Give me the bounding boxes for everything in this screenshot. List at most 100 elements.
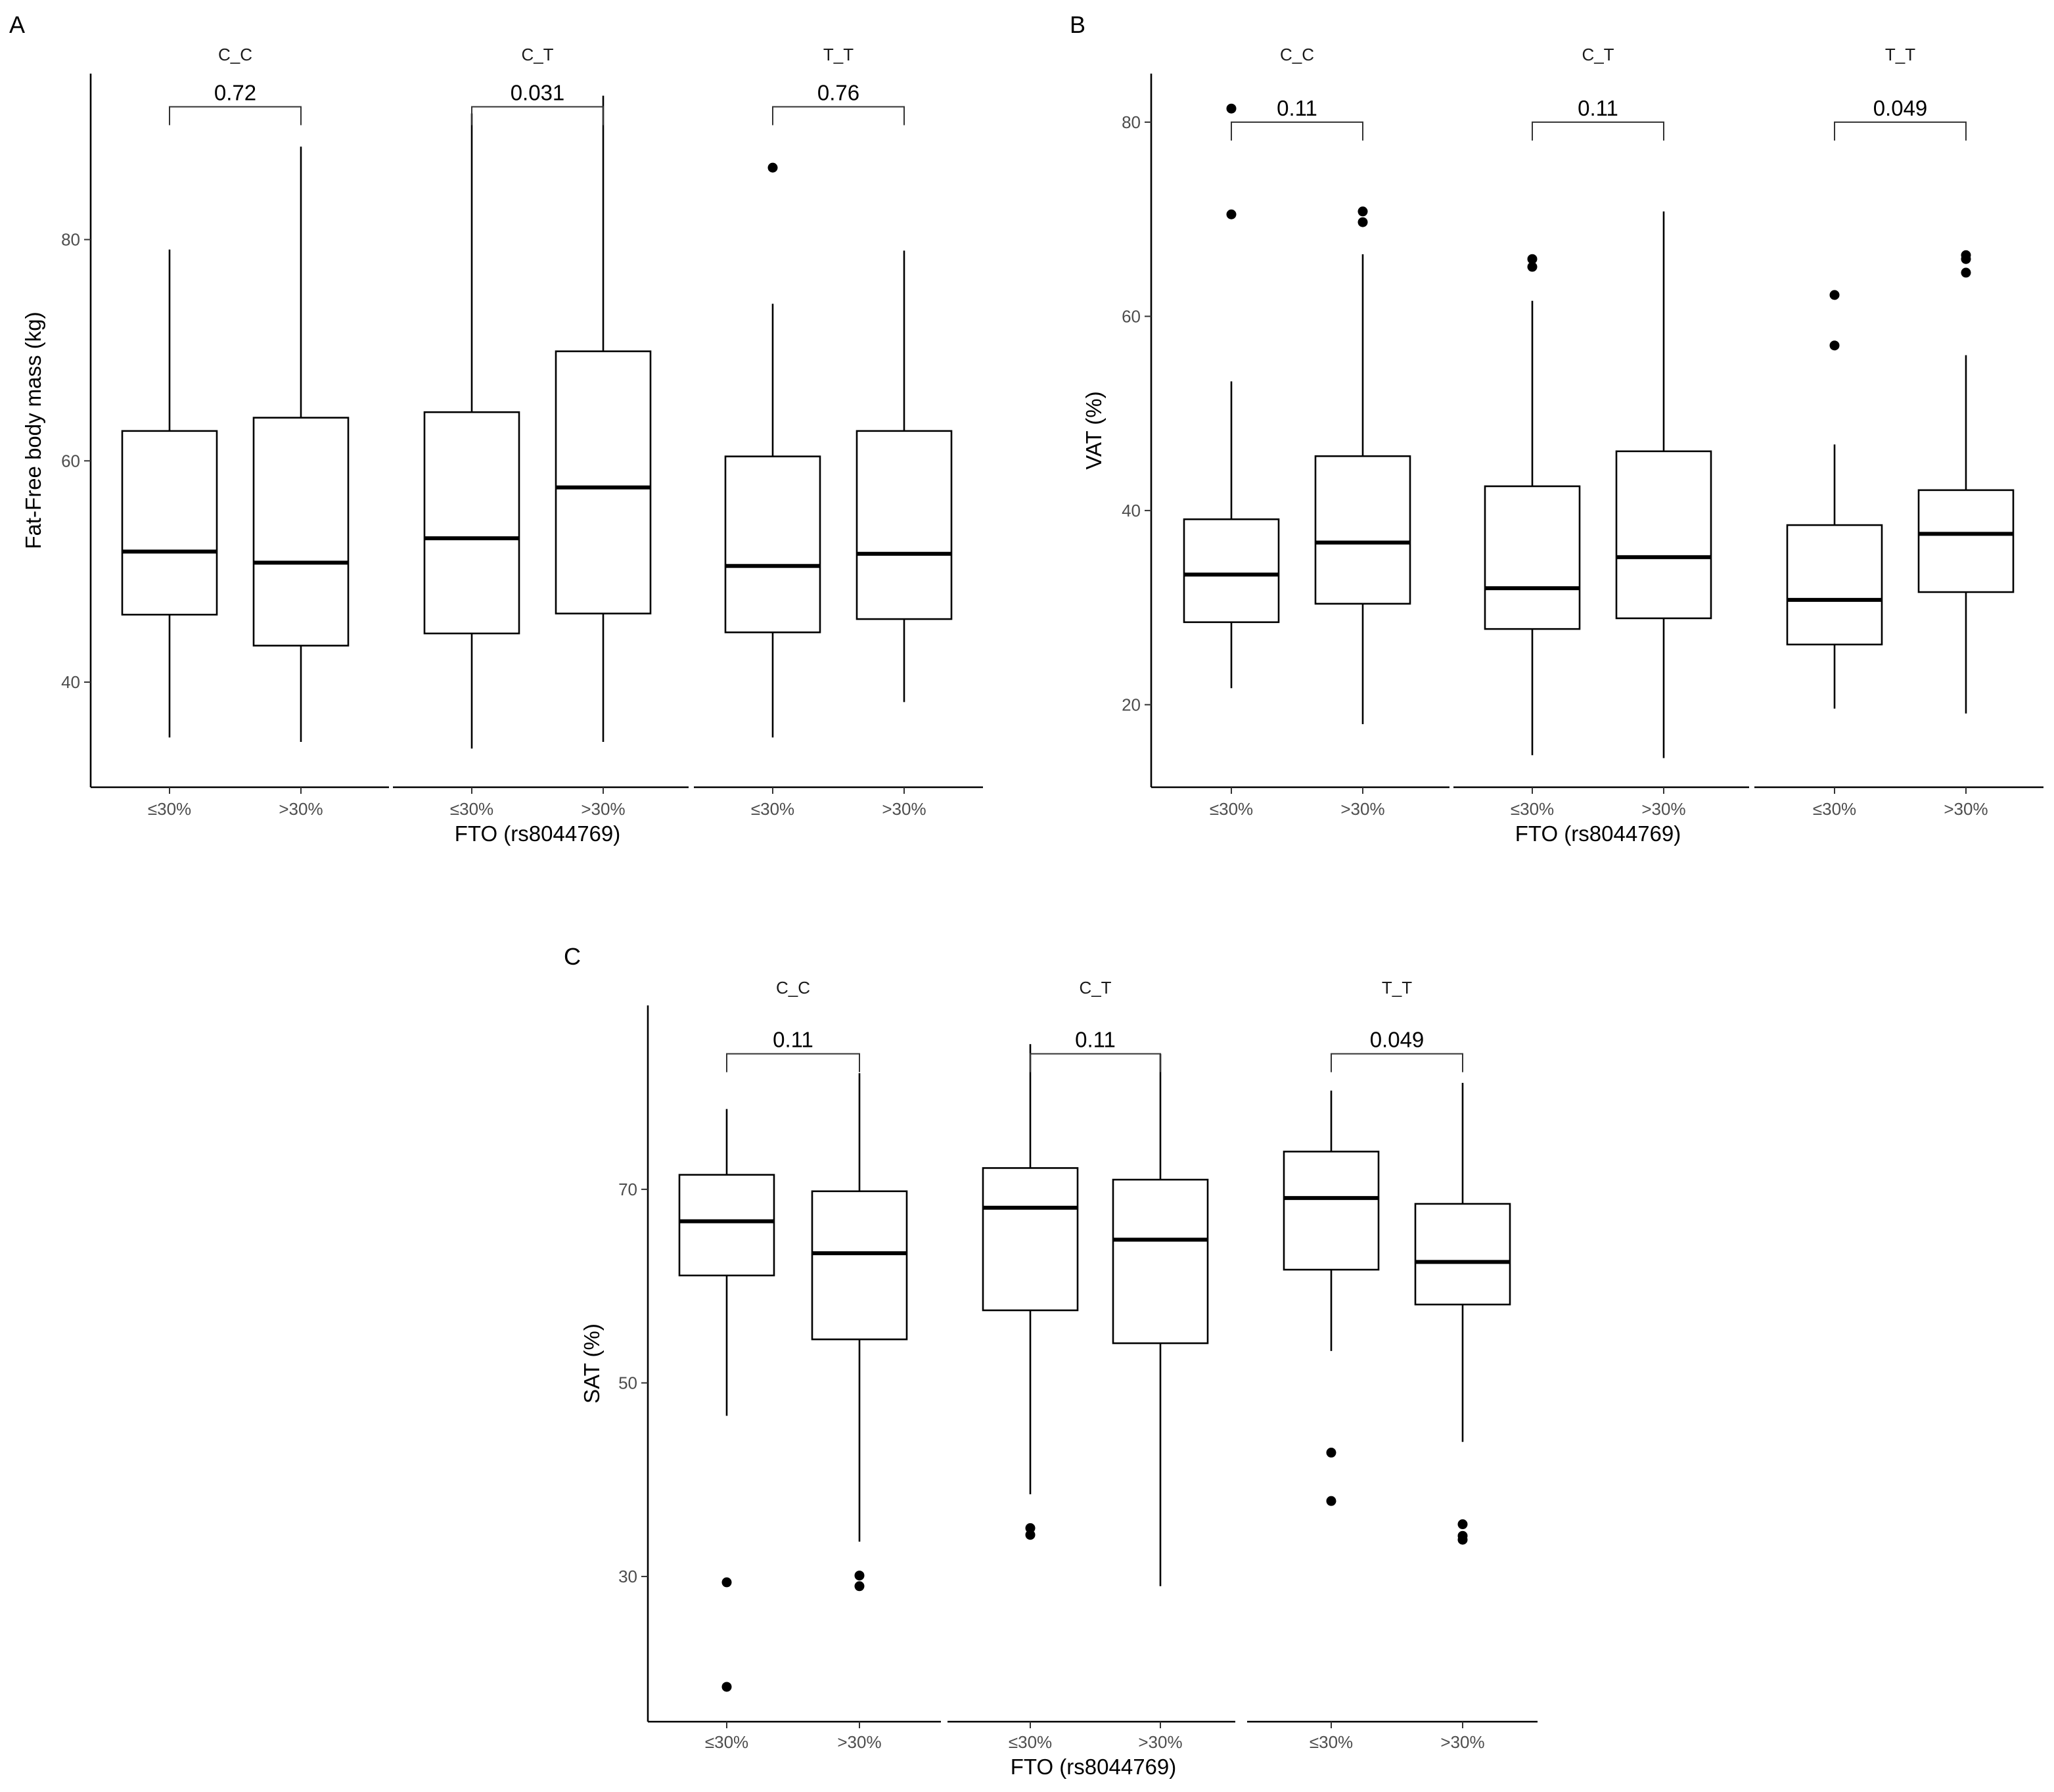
significance-bracket: [726, 1053, 860, 1072]
facet-strip-label: C_C: [218, 45, 252, 64]
p-value-label: 0.049: [1370, 1028, 1425, 1052]
y-axis-title: SAT (%): [580, 1323, 604, 1404]
facet-strip-label: C_C: [776, 978, 810, 998]
outlier-point: [1457, 1519, 1468, 1530]
facet-strip-label: T_T: [1382, 978, 1412, 998]
facet-c-c: C_C ≤30% >30% 0.72: [91, 45, 389, 819]
significance-bracket: [772, 106, 905, 126]
panel-letter: C: [564, 943, 581, 970]
facet-c-t: C_T ≤30% >30% 0.11: [1453, 45, 1749, 819]
outlier-point: [1961, 267, 1971, 278]
x-tick-label: >30%: [1641, 799, 1685, 819]
y-tick-label: 60: [61, 451, 80, 471]
boxplot-le30: [982, 1044, 1079, 1540]
x-axis-title: FTO (rs8044769): [455, 821, 621, 846]
boxplot-gt30: [811, 1073, 908, 1592]
facet-t-t: T_T ≤30% >30% 0.049: [1754, 45, 2043, 819]
iqr-box: [678, 1174, 775, 1277]
significance-bracket: [1030, 1053, 1161, 1072]
outlier-point: [1358, 206, 1368, 217]
outlier-point: [1457, 1534, 1468, 1545]
outlier-point: [1829, 340, 1840, 351]
y-tick-label: 20: [1122, 695, 1141, 714]
significance-bracket: [169, 106, 302, 126]
outlier-point: [1961, 250, 1971, 260]
iqr-box: [1183, 518, 1280, 624]
outlier-point: [1025, 1523, 1036, 1533]
facet-t-t: T_T ≤30% >30% 0.76: [694, 45, 983, 819]
y-tick-label: 30: [618, 1567, 637, 1586]
y-tick-label: 80: [61, 230, 80, 250]
facet-strip-label: C_T: [1582, 45, 1614, 64]
y-tick-label: 60: [1122, 306, 1141, 326]
outlier-point: [1527, 254, 1538, 264]
outlier-point: [1326, 1496, 1336, 1506]
x-tick-label: >30%: [279, 799, 323, 819]
p-value-label: 0.11: [1075, 1028, 1116, 1052]
y-axis-title: Fat-Free body mass (kg): [21, 311, 45, 549]
facet-strip-label: C_T: [521, 45, 553, 64]
iqr-box: [121, 430, 218, 616]
x-tick-label: ≤30%: [1511, 799, 1554, 819]
boxplot-le30: [1786, 290, 1883, 709]
p-value-label: 0.72: [214, 81, 256, 105]
boxplot-gt30: [856, 250, 953, 702]
facet-strip-label: T_T: [1885, 45, 1915, 64]
p-value-label: 0.049: [1873, 96, 1928, 120]
outlier-point: [721, 1682, 732, 1692]
outlier-point: [854, 1581, 865, 1592]
x-tick-label: >30%: [837, 1732, 881, 1752]
significance-bracket: [1331, 1053, 1463, 1072]
boxplot-le30: [121, 249, 218, 738]
significance-bracket: [1532, 121, 1664, 141]
iqr-box: [811, 1190, 908, 1341]
boxplot-le30: [1283, 1090, 1380, 1506]
outlier-point: [1226, 209, 1237, 219]
boxplot-gt30: [1917, 250, 2015, 714]
iqr-box: [252, 417, 350, 647]
iqr-box: [1314, 455, 1411, 605]
x-tick-label: ≤30%: [1310, 1732, 1353, 1752]
panel-b: B 20 40 60 80 VAT (%) C_C ≤30% >30% 0.11 C_T ≤30% >3…: [1070, 11, 2043, 846]
significance-bracket: [1231, 121, 1363, 141]
panel-letter: A: [9, 11, 25, 38]
p-value-label: 0.031: [511, 81, 565, 105]
iqr-box: [1484, 485, 1581, 630]
x-tick-label: ≤30%: [751, 799, 794, 819]
y-tick-label: 80: [1122, 112, 1141, 132]
iqr-box: [1112, 1178, 1209, 1344]
x-axis-title: FTO (rs8044769): [1011, 1755, 1177, 1779]
p-value-label: 0.11: [773, 1028, 813, 1052]
outlier-point: [721, 1577, 732, 1588]
boxplot-gt30: [1112, 1053, 1209, 1586]
facet-c-c: C_C ≤30% >30% 0.11: [1151, 45, 1449, 819]
boxplot-le30: [1183, 103, 1280, 689]
iqr-box: [1786, 524, 1883, 646]
x-tick-label: ≤30%: [1210, 799, 1253, 819]
boxplot-gt30: [1615, 211, 1712, 758]
iqr-box: [1414, 1203, 1511, 1306]
significance-bracket: [471, 106, 604, 126]
y-tick-label: 40: [1122, 501, 1141, 520]
boxplot-gt30: [1414, 1082, 1511, 1545]
iqr-box: [423, 411, 520, 635]
y-tick-label: 40: [61, 672, 80, 692]
outlier-point: [1025, 1530, 1036, 1540]
facet-c-t: C_T ≤30% >30% 0.11: [947, 978, 1235, 1752]
facet-c-c: C_C ≤30% >30% 0.11: [648, 978, 941, 1752]
panel-a: A 40 60 80 Fat-Free body mass (kg) C_C ≤30% >30…: [9, 11, 983, 846]
boxplot-le30: [1484, 254, 1581, 756]
boxplot-gt30: [555, 95, 652, 742]
outlier-point: [1226, 103, 1237, 114]
iqr-box: [1917, 489, 2015, 593]
x-tick-label: ≤30%: [1813, 799, 1856, 819]
boxplot-gt30: [1314, 206, 1411, 724]
iqr-box: [724, 455, 821, 633]
significance-bracket: [1834, 121, 1967, 141]
outlier-point: [1358, 217, 1368, 227]
iqr-box: [982, 1167, 1079, 1312]
panel-c: C 30 50 70 SAT (%) C_C ≤30% >30% 0.11 C_T ≤30% >30%…: [564, 943, 1538, 1779]
iqr-box: [856, 430, 953, 620]
iqr-box: [1615, 450, 1712, 620]
